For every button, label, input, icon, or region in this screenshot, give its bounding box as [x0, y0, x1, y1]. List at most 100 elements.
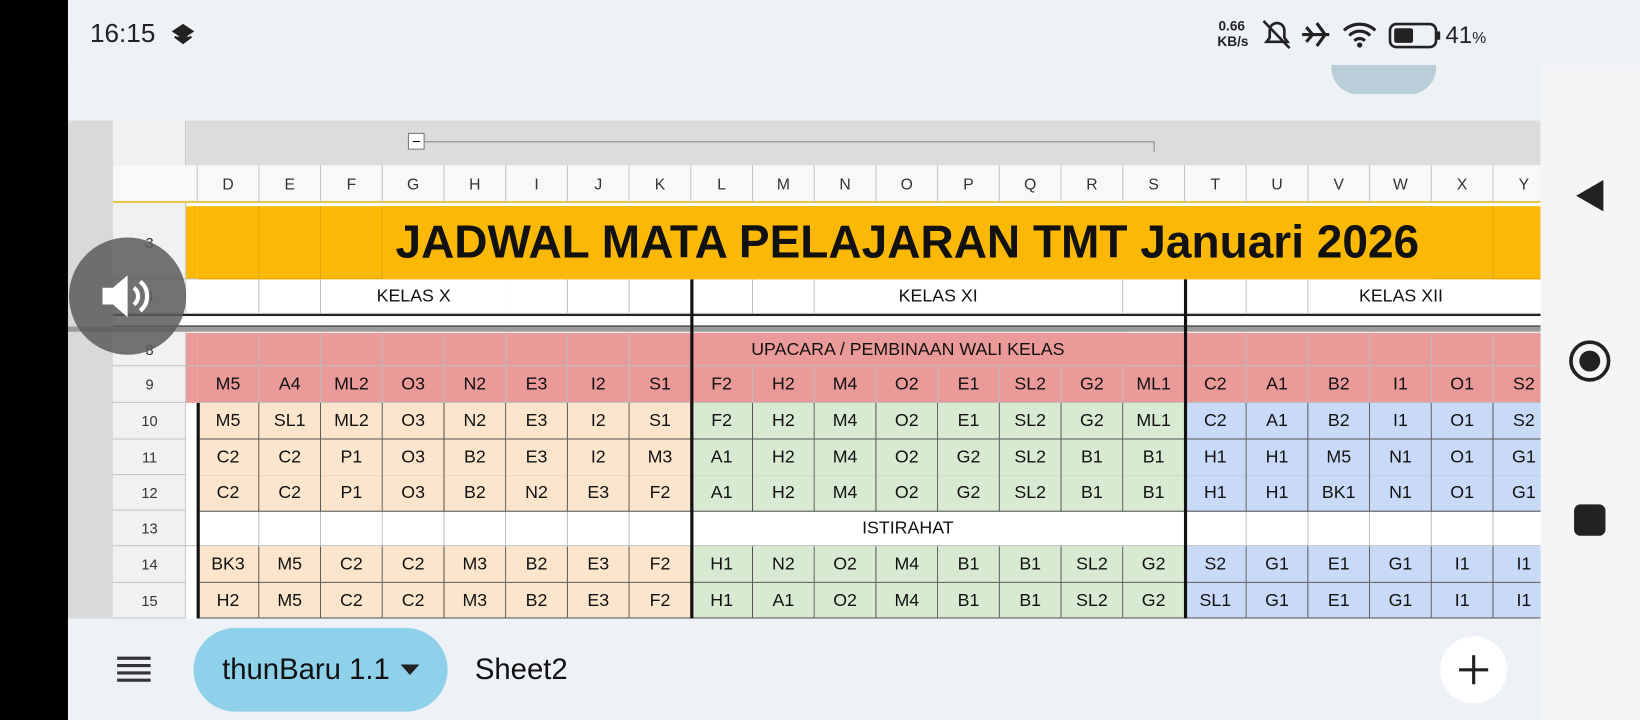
schedule-cell: G2 [1061, 402, 1124, 440]
break-label: ISTIRAHAT [691, 510, 1125, 547]
cell [1123, 279, 1186, 314]
tab-bar: thunBaru 1.1 Sheet2 [67, 618, 1541, 720]
schedule-cell: M4 [814, 402, 877, 440]
schedule-cell: M4 [876, 582, 939, 619]
add-sheet[interactable] [1440, 636, 1508, 704]
battery-level: 41% [1445, 21, 1486, 49]
schedule-cell: O2 [876, 366, 939, 403]
schedule-cell: I1 [1431, 546, 1494, 583]
column-header: Y [1494, 165, 1541, 203]
column-header: V [1308, 165, 1371, 204]
schedule-cell: S2 [1185, 546, 1247, 583]
schedule-cell: C2 [382, 582, 445, 619]
cell [186, 475, 198, 512]
schedule-cell: M5 [197, 402, 260, 440]
schedule-cell: E3 [506, 366, 568, 403]
left-bezel [0, 0, 68, 720]
column-header: F [321, 165, 383, 204]
schedule-cell: BK1 [1308, 475, 1371, 512]
group-gutter [67, 120, 113, 619]
net-speed: 0.66 [1218, 17, 1245, 34]
back-button[interactable] [1576, 179, 1604, 212]
recents-button[interactable] [1574, 504, 1606, 536]
layers-icon [171, 23, 195, 45]
schedule-cell: C2 [197, 439, 260, 477]
class-header: KELAS X [321, 279, 507, 314]
home-button[interactable] [1569, 340, 1611, 382]
schedule-cell: O1 [1431, 475, 1494, 512]
schedule-cell: C2 [259, 439, 322, 477]
schedule-cell: SL2 [999, 439, 1062, 477]
schedule-cell: G2 [1123, 582, 1186, 619]
cell [186, 402, 198, 440]
cell [629, 510, 692, 547]
cell [186, 279, 198, 314]
cell [691, 279, 754, 314]
schedule-cell: A4 [259, 366, 322, 403]
row-header: 9 [112, 366, 187, 403]
schedule-cell: G1 [1246, 582, 1309, 619]
schedule-cell: H1 [1185, 439, 1247, 477]
cell [1061, 279, 1124, 314]
schedule-cell: M4 [814, 439, 877, 477]
schedule-cell: M5 [259, 546, 322, 583]
schedule-cell: S2 [1493, 366, 1541, 403]
column-header: J [568, 165, 630, 204]
schedule-cell: G1 [1493, 475, 1541, 512]
tab-label[interactable]: Sheet2 [474, 653, 568, 686]
cell [197, 206, 260, 280]
cell [259, 206, 322, 280]
cell [1246, 510, 1309, 547]
cell [629, 332, 692, 367]
net-unit: KB/s [1217, 33, 1249, 50]
cell [1246, 279, 1309, 314]
schedule-cell: M5 [197, 366, 260, 403]
schedule-cell: O1 [1431, 366, 1494, 403]
schedule-cell: O2 [876, 439, 939, 477]
schedule-cell: H2 [197, 582, 260, 619]
schedule-cell: I1 [1493, 546, 1541, 583]
sheets-menu[interactable] [115, 655, 157, 684]
schedule-cell: O2 [876, 402, 939, 440]
schedule-cell: B1 [938, 582, 1000, 619]
schedule-cell: B2 [1308, 402, 1371, 440]
active-tab[interactable]: thunBaru 1.1 [193, 627, 448, 712]
cell [1246, 332, 1309, 367]
cell [197, 332, 260, 367]
schedule-cell: H2 [753, 366, 815, 403]
cell [1185, 510, 1247, 547]
column-header: X [1432, 165, 1494, 204]
cell [1185, 279, 1247, 314]
cell [1370, 510, 1432, 547]
cell [1431, 332, 1494, 367]
cell [186, 206, 198, 280]
schedule-cell: I1 [1493, 582, 1541, 619]
schedule-cell: G1 [1246, 546, 1309, 583]
schedule-cell: F2 [691, 366, 754, 403]
column-header: M [753, 165, 815, 204]
cell [1308, 510, 1371, 547]
section-border [690, 279, 694, 619]
cell [629, 279, 692, 314]
schedule-cell: M5 [1308, 439, 1371, 477]
spreadsheet[interactable]: −DEFGHIJKLMNOPQRSTUVWXY3489101112131415J… [67, 120, 1541, 619]
schedule-cell: G2 [1123, 546, 1186, 583]
group-bar [186, 120, 1541, 166]
cell [506, 279, 568, 314]
schedule-cell: E1 [938, 366, 1000, 403]
clock: 16:15 [89, 18, 156, 49]
hidden-rows [112, 313, 1541, 328]
nav-icons [1569, 179, 1611, 536]
row-header: 15 [112, 583, 187, 619]
schedule-cell: P1 [321, 439, 383, 477]
schedule-cell: E3 [506, 402, 568, 440]
schedule-cell: SL2 [1061, 582, 1124, 619]
schedule-cell: SL2 [999, 366, 1062, 403]
schedule-cell: E1 [1308, 582, 1371, 619]
schedule-cell: A1 [691, 475, 754, 512]
schedule-cell: I1 [1370, 366, 1432, 403]
title: JADWAL MATA PELAJARAN TMT Januari 2026 [382, 206, 1432, 280]
ceremony-label: UPACARA / PEMBINAAN WALI KELAS [691, 332, 1125, 367]
cell [1370, 332, 1432, 367]
section-border [1183, 279, 1188, 619]
